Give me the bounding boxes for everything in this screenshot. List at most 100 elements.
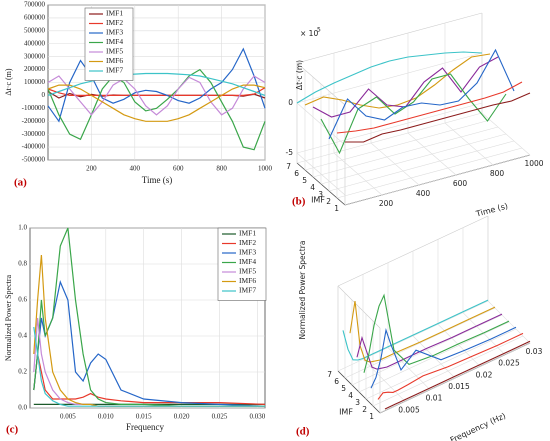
y-tick-label: -400000 — [22, 143, 46, 151]
x-axis-label: Time (s) — [474, 201, 509, 218]
imf-tick-label: 3 — [318, 190, 323, 199]
series-line — [312, 56, 499, 118]
x-tick-label: 0.010 — [98, 413, 114, 421]
series-line — [296, 51, 483, 104]
y-tick-label: 0.2 — [18, 368, 27, 376]
imf-tick-label: 4 — [310, 183, 315, 192]
series-line — [33, 227, 265, 407]
y-axis-label: Δt·c (m) — [4, 68, 13, 95]
y-tick-label: 500000 — [24, 26, 46, 34]
grid-line — [344, 154, 531, 206]
series-line — [47, 72, 266, 96]
axis-multiplier-exponent: 5 — [317, 27, 321, 34]
grid-line — [296, 112, 483, 164]
y-tick-label: 600000 — [24, 14, 46, 22]
y-axis-label: IMF — [339, 408, 353, 417]
x-axis-label: Frequency (Hz) — [449, 411, 507, 441]
x-tick-label: 200 — [379, 199, 394, 208]
x-axis-label: Time (s) — [142, 175, 172, 185]
y-tick-label: 300000 — [24, 52, 46, 60]
x-tick-label: 0.020 — [174, 413, 190, 421]
z-tick-label: -5 — [286, 148, 294, 157]
legend-box — [84, 7, 134, 81]
series-line — [320, 73, 507, 155]
imf-tick-label: 2 — [362, 405, 367, 414]
y-tick-label: 0.8 — [18, 260, 27, 268]
y-tick-label: 200000 — [24, 65, 46, 73]
legend-label: IMF4 — [106, 37, 123, 46]
x-tick-label: 0.03 — [526, 347, 543, 356]
x-tick-label: 400 — [416, 189, 431, 198]
legend-label: IMF3 — [239, 248, 256, 257]
series-line — [336, 81, 523, 134]
imf-tick-label: 1 — [369, 412, 374, 421]
x-tick-label: 200 — [86, 165, 97, 173]
imf-tick-label: 3 — [355, 398, 360, 407]
legend-label: IMF4 — [239, 257, 256, 266]
imf-tick-label: 7 — [286, 162, 291, 171]
series-line — [33, 326, 265, 407]
grid-line — [328, 140, 515, 192]
imf-tick-label: 7 — [327, 370, 332, 379]
x-tick-label: 600 — [173, 165, 184, 173]
x-tick-label: 0.025 — [212, 413, 228, 421]
legend-label: IMF1 — [239, 229, 256, 238]
panel-label: (c) — [6, 424, 19, 436]
x-axis-label: Frequency — [126, 422, 164, 432]
panel-label: (a) — [14, 177, 27, 189]
box-edge — [296, 12, 483, 64]
y-tick-label: -200000 — [22, 117, 46, 125]
legend-label: IMF5 — [239, 267, 256, 276]
x-tick-label: 0.030 — [250, 413, 266, 421]
z-axis-label: Normalized Power Spectra — [298, 241, 307, 340]
legend-label: IMF6 — [239, 276, 256, 285]
y-tick-label: -300000 — [22, 130, 46, 138]
series-line — [328, 48, 515, 140]
y-axis-label: Normalized Power Spectra — [4, 274, 13, 361]
series-line — [47, 68, 266, 151]
axis-multiplier: × 10 — [300, 29, 318, 38]
panel: 0.0 0.2 0.4 0.6 0.8 1.0 0.005 0.010 0.015 0.020 0.… — [4, 224, 267, 436]
y-tick-label: -100000 — [22, 104, 46, 112]
panel-label: (b) — [292, 196, 306, 208]
series-line — [356, 313, 503, 370]
y-tick-label: 0.4 — [18, 332, 27, 340]
grid-line — [296, 152, 346, 196]
x-tick-label: 0.005 — [60, 413, 76, 421]
grid-line — [320, 133, 507, 185]
grid-line — [365, 328, 517, 400]
x-tick-label: 800 — [216, 165, 227, 173]
series-line — [377, 332, 524, 400]
x-tick-label: 0.015 — [136, 413, 152, 421]
z-tick-label: 0 — [288, 98, 293, 107]
x-tick-label: 1000 — [258, 165, 273, 173]
series-line — [370, 326, 517, 389]
legend-label: IMF5 — [106, 47, 123, 56]
y-tick-label: 1.0 — [18, 224, 27, 232]
legend-label: IMF7 — [239, 286, 256, 295]
x-tick-label: 400 — [130, 165, 141, 173]
panel: -500000 -400000 -300000 -200000 -100000 0 1000… — [4, 1, 273, 189]
z-axis-label: Δt·c (m) — [295, 60, 304, 90]
series-line — [47, 75, 266, 116]
imf-tick-label: 2 — [326, 197, 331, 206]
grid-line — [379, 342, 531, 414]
series-line — [345, 92, 531, 143]
imf-tick-label: 6 — [334, 377, 339, 386]
imf-tick-label: 1 — [334, 204, 339, 213]
series-line — [47, 84, 266, 122]
legend-label: IMF7 — [106, 66, 123, 75]
imf-tick-label: 6 — [294, 169, 299, 178]
x-tick-label: 0.025 — [498, 359, 520, 368]
grid-line — [344, 307, 496, 379]
legend-label: IMF2 — [106, 18, 123, 27]
series-line — [33, 353, 266, 405]
imf-tick-label: 5 — [302, 176, 307, 185]
series-line — [304, 53, 491, 109]
x-tick-label: 1000 — [524, 159, 543, 168]
y-tick-label: 0.0 — [18, 404, 27, 412]
grid-line — [296, 52, 483, 104]
grid-line — [337, 300, 489, 372]
x-tick-label: 800 — [490, 169, 505, 178]
